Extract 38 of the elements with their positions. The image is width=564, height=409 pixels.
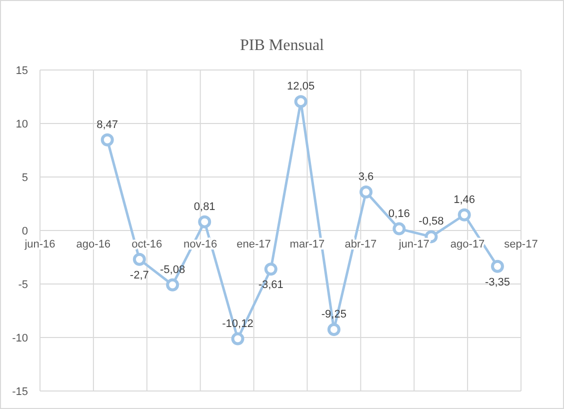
data-label: 8,47	[96, 118, 118, 131]
point	[132, 252, 146, 266]
data-label: 1,46	[454, 194, 476, 206]
y-tick-label: -5	[18, 278, 28, 291]
data-label: -3,61	[258, 279, 284, 292]
y-tick-label: 0	[22, 225, 28, 238]
y-tick-label: -10	[12, 332, 28, 344]
x-tick-label: jun-17	[398, 238, 430, 250]
x-tick-label: ago-16	[76, 238, 111, 250]
y-tick-label: 5	[22, 172, 28, 184]
data-label: 0,81	[194, 200, 216, 213]
y-tick-label: 10	[16, 118, 28, 130]
chart-title: PIB Mensual	[240, 37, 325, 54]
point	[294, 95, 308, 108]
data-label: -5,08	[160, 264, 186, 276]
data-label: 3,6	[358, 170, 374, 183]
data-label: -10,12	[222, 318, 254, 330]
y-tick-label: -15	[12, 386, 28, 398]
data-label: -2,7	[130, 269, 149, 282]
point	[458, 208, 471, 222]
data-label: -0,58	[418, 216, 444, 228]
point	[392, 222, 406, 236]
x-tick-label: jun-16	[24, 238, 56, 250]
point	[264, 262, 278, 276]
x-tick-label: ene-17	[236, 238, 271, 250]
data-label: 12,05	[287, 80, 315, 93]
y-tick-label: 15	[16, 64, 28, 77]
point	[100, 133, 114, 146]
point	[231, 332, 244, 346]
point	[490, 260, 504, 273]
x-tick-label: sep-17	[504, 238, 538, 250]
data-label: -3,35	[484, 276, 510, 288]
point	[327, 322, 340, 336]
point	[166, 278, 180, 292]
data-label: -9,25	[321, 308, 346, 320]
point	[198, 215, 212, 228]
data-label: 0,16	[388, 208, 410, 220]
point	[360, 185, 373, 198]
